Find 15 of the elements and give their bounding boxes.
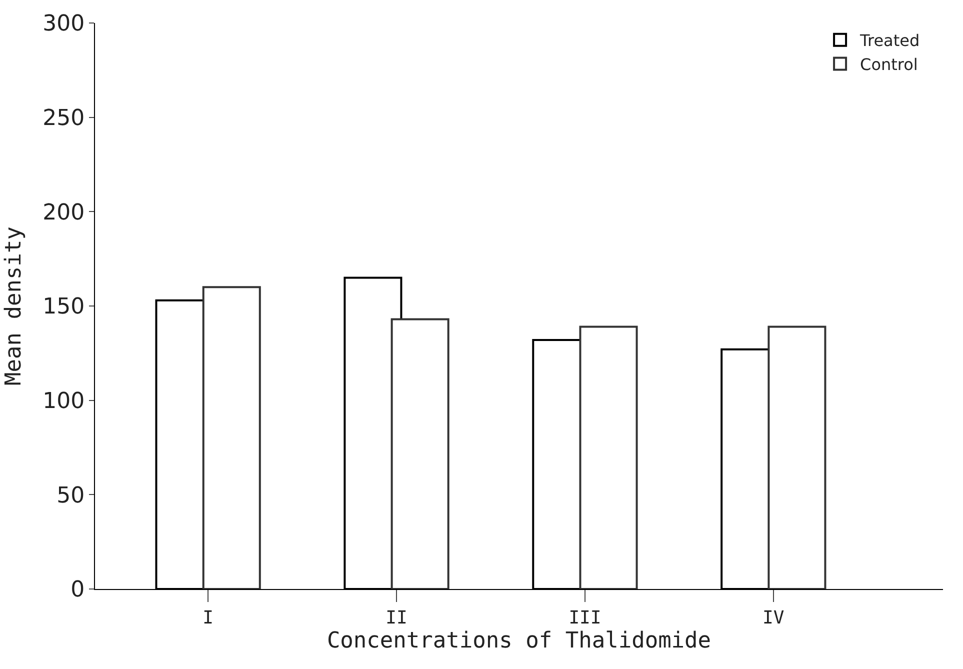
legend-label: Control [860, 54, 918, 74]
x-tick-label: I [202, 608, 214, 629]
y-tick-label: 300 [42, 12, 85, 37]
x-tick-label: IV [762, 608, 784, 629]
x-axis-title: Concentrations of Thalidomide [326, 628, 712, 654]
y-tick-label: 50 [56, 483, 85, 508]
y-tick-label: 150 [42, 294, 85, 320]
y-tick-label: 200 [42, 200, 85, 226]
y-tick-label: 250 [42, 106, 85, 132]
x-tick-label: II [386, 608, 408, 629]
y-axis-title: Mean density [1, 226, 26, 386]
x-tick-label: III [568, 608, 602, 629]
y-tick-label: 100 [42, 389, 85, 414]
legend-label: Treated [859, 31, 920, 50]
y-tick-label: 0 [70, 578, 85, 603]
